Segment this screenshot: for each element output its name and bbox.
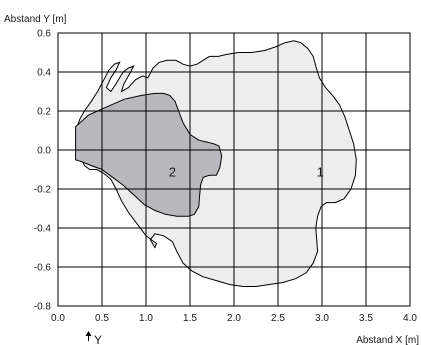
grid-lines	[58, 33, 410, 306]
area-label-2: 2	[169, 164, 176, 179]
y-tick-label: -0.4	[34, 224, 52, 235]
arrow-up-icon	[85, 331, 92, 341]
y-axis-label: Abstand Y [m]	[4, 14, 67, 25]
y-tick-labels: 0.6 0.4 0.2 0.0 -0.2 -0.4 -0.6 -0.8	[34, 29, 52, 313]
x-tick-label: 3.0	[315, 313, 329, 324]
y-tick-label: -0.6	[34, 263, 52, 274]
y-tick-label: -0.8	[34, 302, 52, 313]
y-tick-label: -0.2	[34, 185, 52, 196]
y-direction-label: Y	[94, 333, 102, 345]
y-tick-label: 0.0	[37, 146, 51, 157]
area-label-1: 1	[317, 164, 324, 179]
y-tick-label: 0.2	[37, 107, 51, 118]
x-tick-label: 2.0	[227, 313, 241, 324]
x-tick-label: 0.0	[51, 313, 65, 324]
x-tick-label: 1.5	[183, 313, 197, 324]
x-tick-labels: 0.0 0.5 1.0 1.5 2.0 2.5 3.0 3.5 4.0	[51, 313, 417, 324]
y-tick-label: 0.6	[37, 29, 51, 40]
x-tick-label: 2.5	[271, 313, 285, 324]
x-tick-label: 3.5	[359, 313, 373, 324]
x-axis-label: Abstand X [m]	[356, 335, 419, 345]
x-tick-label: 0.5	[95, 313, 109, 324]
plot-frame	[57, 32, 411, 307]
area-2-region	[75, 92, 223, 217]
area-labels: 12	[169, 164, 324, 179]
area-group	[75, 40, 357, 287]
y-direction-marker: Y	[85, 331, 102, 345]
y-tick-label: 0.4	[37, 68, 51, 79]
x-tick-label: 1.0	[139, 313, 153, 324]
x-tick-label: 4.0	[403, 313, 417, 324]
